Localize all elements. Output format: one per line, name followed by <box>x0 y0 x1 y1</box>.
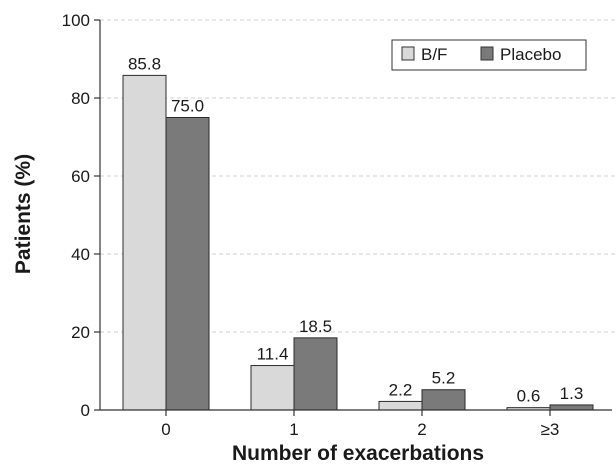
x-tick-label: 1 <box>289 420 298 439</box>
data-label: 1.3 <box>560 384 584 403</box>
y-tick-label: 80 <box>71 89 90 108</box>
data-label: 5.2 <box>432 369 456 388</box>
legend-label-bf: B/F <box>421 45 447 64</box>
legend-swatch-placebo <box>480 46 494 61</box>
y-tick-label: 20 <box>71 323 90 342</box>
y-axis-title: Patients (%) <box>12 154 35 274</box>
y-tick-labels: 0 20 40 60 80 100 <box>62 11 90 420</box>
data-labels-group: 85.8 75.0 11.4 18.5 2.2 5.2 0.6 1.3 <box>128 54 583 405</box>
bar-bf <box>250 365 295 411</box>
x-axis-title: Number of exacerbations <box>232 442 484 465</box>
bar-bf <box>378 400 423 411</box>
data-label: 2.2 <box>389 380 413 399</box>
legend-box <box>391 39 587 71</box>
data-label: 11.4 <box>257 345 289 364</box>
legend-label-placebo: Placebo <box>500 45 561 64</box>
bar-placebo <box>421 389 466 411</box>
x-tick-labels: 0 1 2 ≥3 <box>161 420 559 439</box>
bar-placebo <box>293 337 338 411</box>
bar-placebo <box>549 404 594 411</box>
legend: B/F Placebo <box>391 39 587 71</box>
data-label: 85.8 <box>128 54 161 73</box>
bar-bf <box>122 74 167 411</box>
y-tick-label: 40 <box>71 245 90 264</box>
y-tick-label: 0 <box>81 401 90 420</box>
bar-placebo <box>165 117 210 411</box>
axes-group <box>94 19 612 416</box>
legend-swatch-bf <box>401 46 415 61</box>
data-label: 18.5 <box>299 317 332 336</box>
y-tick-label: 100 <box>62 11 90 30</box>
x-tick-label: 0 <box>161 420 170 439</box>
data-label: 75.0 <box>171 97 204 116</box>
y-tick-label: 60 <box>71 167 90 186</box>
x-tick-label: ≥3 <box>541 420 560 439</box>
bars-group <box>122 74 594 411</box>
x-tick-label: 2 <box>417 420 426 439</box>
data-label: 0.6 <box>517 387 541 406</box>
